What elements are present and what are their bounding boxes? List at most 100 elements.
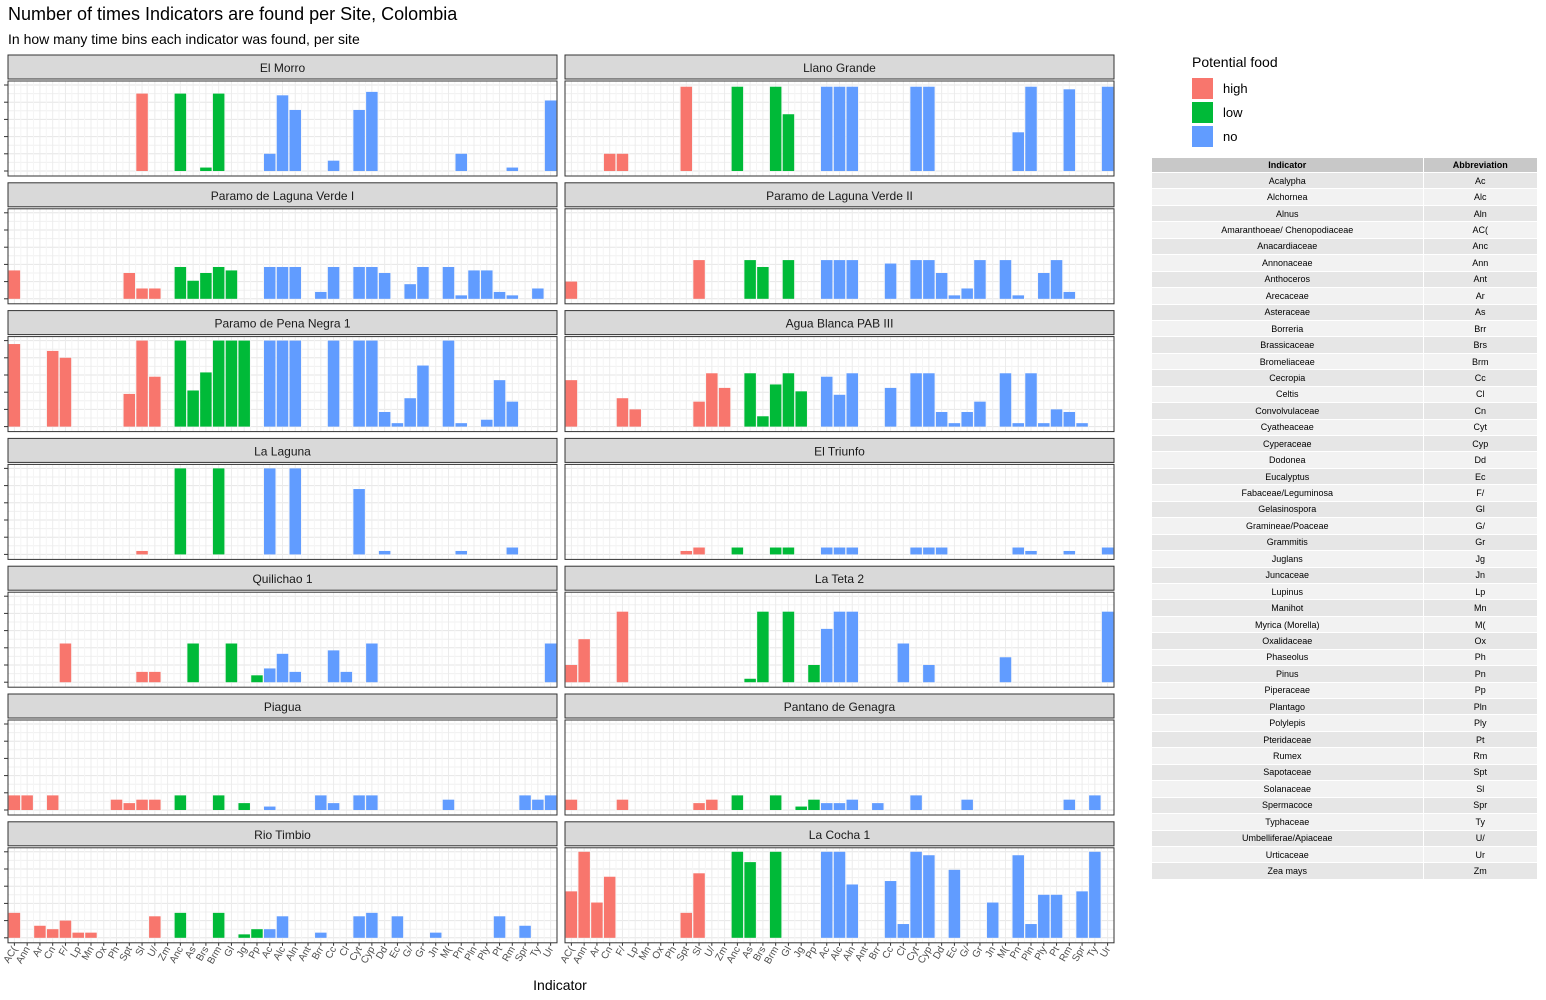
bar (693, 873, 705, 938)
bar (1012, 132, 1024, 171)
bar (795, 806, 807, 810)
bar (442, 799, 455, 810)
x-tick-label: Sl (691, 945, 705, 958)
indicator-cell: Bromeliaceae (1152, 352, 1424, 370)
table-row: Piperaceae Pp (1152, 681, 1539, 699)
bar (85, 932, 97, 938)
abbreviation-cell: Ann (1423, 254, 1539, 272)
bar (603, 876, 616, 938)
abbreviation-cell: Jn (1423, 566, 1539, 584)
bar (999, 260, 1012, 299)
abbreviation-cell: Ph (1423, 648, 1539, 666)
legend-title: Potential food (1192, 54, 1278, 70)
indicator-cell: Anacardiaceae (1152, 237, 1424, 255)
legend-swatch (1192, 101, 1213, 123)
abbreviation-cell: Rm (1423, 747, 1539, 765)
x-tick-label: Ur (541, 944, 556, 959)
bar (174, 912, 187, 938)
abbreviation-cell: M( (1423, 615, 1539, 633)
abbreviation-cell: As (1423, 303, 1539, 321)
x-tick-label: Gl (780, 945, 795, 959)
facet-title: El Morro (260, 61, 306, 75)
abbreviation-cell: Cl (1423, 385, 1539, 403)
indicator-cell: Cecropia (1152, 369, 1424, 387)
bar (493, 916, 506, 938)
indicator-cell: Zea mays (1152, 862, 1424, 879)
x-tick-label: G/ (401, 945, 416, 960)
x-tick-label: Spt (675, 945, 692, 964)
facet-panel: El Morro (4, 54, 558, 177)
legend-swatch (1192, 77, 1213, 99)
bar (1012, 547, 1024, 555)
table-row: Anthoceros Ant (1152, 270, 1539, 288)
bar (72, 932, 84, 938)
bar (327, 160, 340, 171)
bar (263, 153, 276, 171)
x-axis-label: Indicator (533, 977, 587, 993)
bar (1050, 894, 1063, 938)
bar (366, 643, 378, 683)
bar (616, 611, 629, 683)
bar (136, 93, 148, 171)
bar (961, 799, 973, 810)
bar (46, 795, 59, 810)
indicator-cell: Asteraceae (1152, 303, 1424, 321)
bar (455, 550, 467, 555)
bar (935, 547, 948, 555)
table-row: Plantago Pln (1152, 697, 1539, 715)
bar (923, 373, 935, 427)
abbreviation-cell: U/ (1423, 829, 1539, 847)
abbreviation-cell: Pp (1423, 681, 1539, 699)
indicator-cell: Alnus (1152, 204, 1424, 222)
abbreviation-cell: Ox (1423, 632, 1539, 650)
table-row: Juglans Jg (1152, 550, 1539, 567)
table-row: Anacardiaceae Anc (1152, 237, 1539, 255)
bar (327, 650, 340, 683)
bar (353, 489, 365, 555)
bar (353, 109, 365, 171)
indicator-cell: Umbelliferae/Apiaceae (1152, 829, 1424, 847)
bar (1012, 295, 1024, 299)
bar (378, 273, 391, 299)
legend-label: no (1223, 128, 1238, 144)
bar (481, 419, 493, 427)
facet-strip (564, 821, 1115, 847)
x-tick-label: Ty (529, 945, 544, 960)
table-row: Solanaceae Sl (1152, 780, 1539, 798)
bar (149, 288, 161, 299)
bar (187, 280, 199, 299)
bar (149, 671, 161, 683)
bar (833, 260, 846, 299)
bar (506, 547, 519, 555)
bar (481, 270, 493, 299)
bar (731, 86, 744, 171)
bar (59, 920, 72, 938)
bar (544, 643, 557, 683)
indicator-cell: Anthoceros (1152, 270, 1424, 288)
bar (212, 93, 225, 171)
x-tick-label: Ply (476, 945, 492, 963)
bar (948, 869, 961, 938)
bar (353, 916, 365, 938)
bar (149, 916, 161, 938)
bar (744, 862, 756, 938)
facet-panel: La Cocha 1AC(AnnArCnF/LpMnOxPhSptSlU/ZmA… (559, 821, 1115, 966)
bar (820, 86, 833, 171)
bar (948, 295, 961, 299)
bar (174, 340, 187, 427)
bar (884, 263, 897, 299)
bar (263, 806, 276, 810)
bar (769, 384, 782, 427)
indicator-cell: Amaranthoeae/ Chenopodiaceae (1152, 221, 1424, 239)
panel-border (564, 80, 1115, 177)
bar (782, 373, 795, 427)
x-tick-label: Brm (206, 945, 225, 966)
legend-swatch (1192, 125, 1213, 147)
panel-border (7, 463, 558, 560)
bar (8, 912, 21, 938)
bar (123, 273, 136, 299)
bar (578, 639, 590, 683)
bar (820, 803, 833, 810)
bar (276, 266, 289, 299)
facet-panel: La Laguna (4, 437, 558, 560)
